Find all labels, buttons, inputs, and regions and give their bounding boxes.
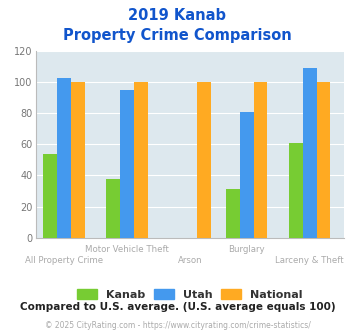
Text: Compared to U.S. average. (U.S. average equals 100): Compared to U.S. average. (U.S. average … xyxy=(20,302,335,312)
Bar xyxy=(253,82,267,238)
Bar xyxy=(120,90,134,238)
Text: Burglary: Burglary xyxy=(228,245,265,254)
Bar xyxy=(106,179,120,238)
Text: © 2025 CityRating.com - https://www.cityrating.com/crime-statistics/: © 2025 CityRating.com - https://www.city… xyxy=(45,321,310,330)
Text: All Property Crime: All Property Crime xyxy=(25,256,103,265)
Bar xyxy=(43,154,57,238)
Bar xyxy=(57,78,71,238)
Legend: Kanab, Utah, National: Kanab, Utah, National xyxy=(74,285,306,303)
Bar xyxy=(240,112,253,238)
Text: 2019 Kanab: 2019 Kanab xyxy=(129,8,226,23)
Bar xyxy=(134,82,148,238)
Text: Motor Vehicle Theft: Motor Vehicle Theft xyxy=(85,245,169,254)
Text: Larceny & Theft: Larceny & Theft xyxy=(275,256,344,265)
Bar xyxy=(71,82,84,238)
Bar xyxy=(197,82,211,238)
Bar xyxy=(317,82,331,238)
Bar xyxy=(303,68,317,238)
Text: Arson: Arson xyxy=(178,256,202,265)
Text: Property Crime Comparison: Property Crime Comparison xyxy=(63,28,292,43)
Bar xyxy=(289,143,303,238)
Bar xyxy=(226,189,240,238)
